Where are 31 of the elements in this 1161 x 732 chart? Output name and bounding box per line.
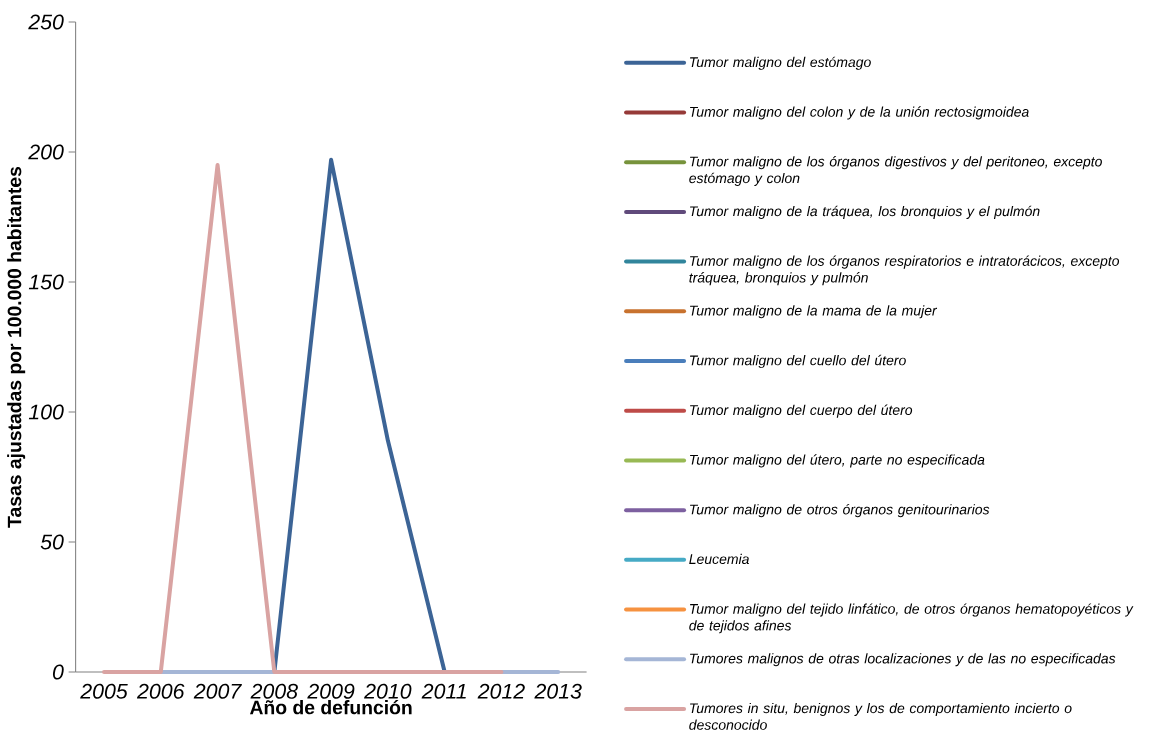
x-tick-label: 2012 xyxy=(477,683,525,699)
x-tick-label: 2010 xyxy=(364,683,412,699)
legend-label: Tumor maligno de otros órganos genitourinarios xyxy=(690,503,990,518)
legend-label: Tumores in situ, benignos y los de comportamiento incierto o desconocido xyxy=(689,702,1072,730)
y-tick-label: 150 xyxy=(28,274,64,290)
legend-label: Tumor maligno de la mama de la mujer xyxy=(690,305,938,319)
x-axis-title: Año de defunción xyxy=(249,699,412,715)
x-tick-label: 2008 xyxy=(250,683,298,699)
legend-label: Tumor maligno del tejido linfático, de otros órganos hematopoyéticos y de tejidos afines xyxy=(689,603,1134,634)
legend-label: Tumores malignos de otras localizaciones y de las no especificadas xyxy=(690,653,1116,667)
legend-label: Tumor maligno de los órganos digestivos y del peritoneo, excepto estómago y colon xyxy=(689,156,1102,186)
legend-label: Tumor maligno del colon y de la unión rectosigmoidea xyxy=(690,106,1029,120)
legend-label: Tumor maligno del estómago xyxy=(690,56,871,70)
y-tick-label: 100 xyxy=(28,404,64,420)
legend-label: Tumor maligno de los órganos respiratorios e intratorácicos, excepto tráquea, bronquios y pulmón xyxy=(689,255,1120,286)
y-axis-title: Tasas ajustadas por 100.000 habitantes xyxy=(7,166,26,528)
x-tick-label: 2009 xyxy=(307,683,355,699)
y-tick-label: 50 xyxy=(40,534,64,550)
x-tick-label: 2011 xyxy=(421,683,466,699)
legend-label: Tumor maligno del cuello del útero xyxy=(690,354,906,369)
y-tick-label: 200 xyxy=(28,144,64,160)
legend-label: Tumor maligno del útero, parte no especificada xyxy=(690,454,985,468)
x-tick-label: 2013 xyxy=(534,683,582,699)
y-tick-label: 0 xyxy=(52,664,64,680)
x-tick-label: 2005 xyxy=(80,683,128,699)
y-tick-label: 250 xyxy=(28,14,64,30)
legend-label: Tumor maligno de la tráquea, los bronquios y el pulmón xyxy=(690,205,1040,219)
x-tick-label: 2006 xyxy=(136,683,185,699)
x-tick-label: 2007 xyxy=(193,683,242,699)
legend-label: Leucemia xyxy=(689,553,749,565)
legend-label: Tumor maligno del cuerpo del útero xyxy=(690,404,913,418)
